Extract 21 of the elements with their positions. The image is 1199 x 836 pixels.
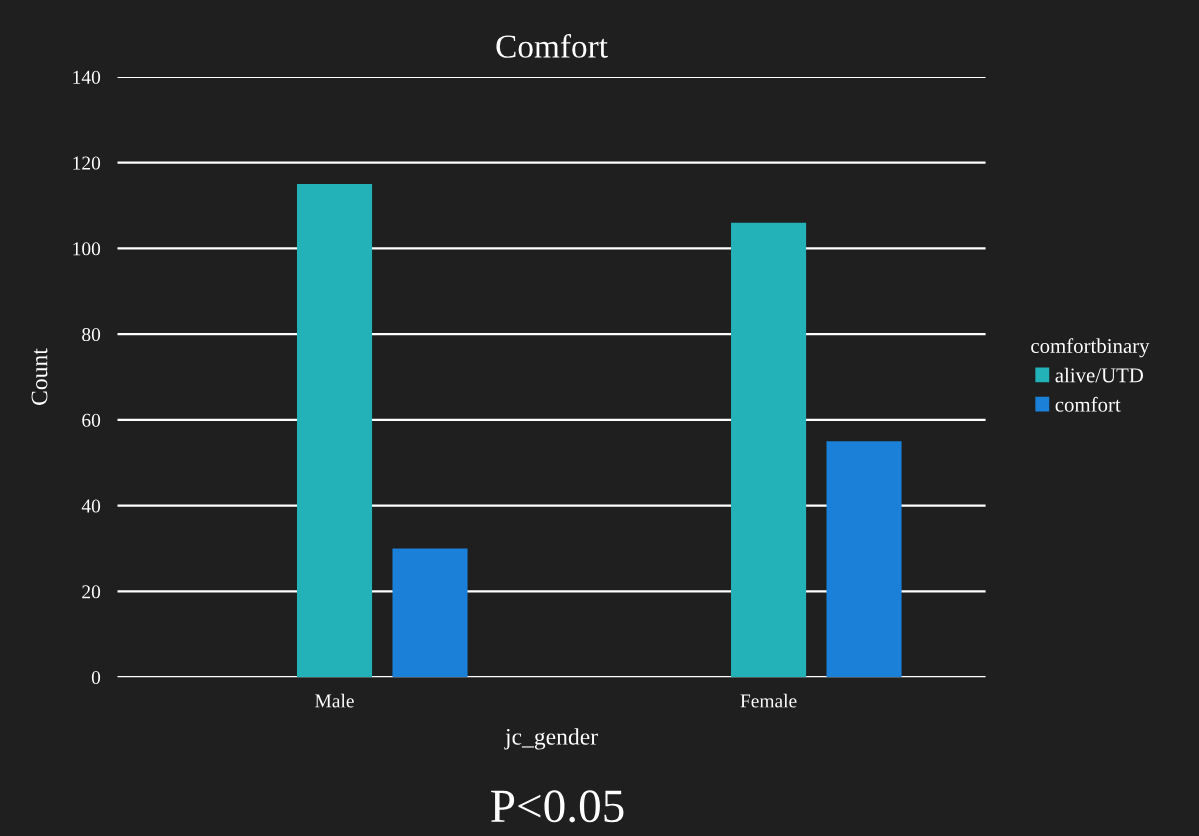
legend-label: comfort bbox=[1055, 396, 1121, 412]
legend-label: alive/UTD bbox=[1055, 367, 1144, 383]
chart-title: Comfort bbox=[496, 34, 608, 58]
bar bbox=[296, 184, 373, 678]
x-axis-title: jc_gender bbox=[504, 728, 598, 750]
y-tick-label: 140 bbox=[73, 70, 101, 84]
bar bbox=[826, 441, 902, 678]
text: P<0.05 bbox=[491, 790, 624, 823]
y-axis-title: Count bbox=[31, 348, 48, 405]
x-tick-label: Male bbox=[315, 693, 354, 708]
bar bbox=[392, 548, 468, 678]
y-tick-label: 80 bbox=[82, 327, 101, 342]
y-tick-label: 0 bbox=[91, 670, 101, 685]
y-tick-label: 20 bbox=[82, 585, 101, 599]
y-tick-label: 100 bbox=[73, 242, 101, 256]
y-tick-label: 40 bbox=[81, 499, 101, 513]
legend-title: comfortbinary bbox=[1031, 338, 1150, 358]
x-tick-label: Female bbox=[740, 693, 797, 708]
bar bbox=[731, 222, 807, 678]
y-tick-label: 120 bbox=[73, 156, 101, 170]
y-tick-label: 60 bbox=[82, 413, 101, 427]
